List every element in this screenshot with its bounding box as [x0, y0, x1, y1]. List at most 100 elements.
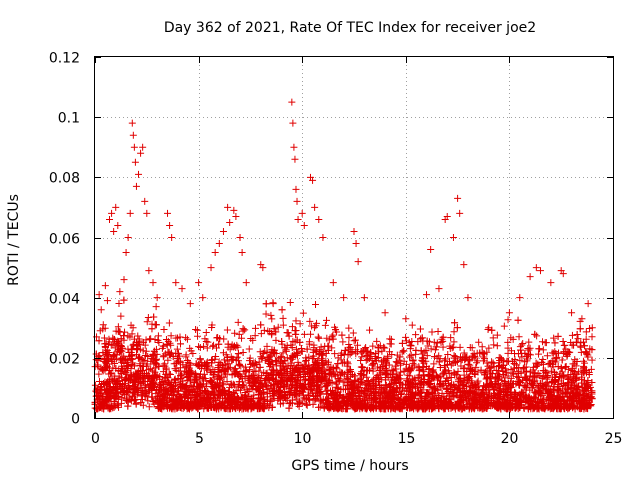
scatter-point-noise: [499, 368, 507, 376]
scatter-point-noise: [539, 356, 547, 364]
scatter-point-noise: [256, 348, 264, 356]
scatter-point-noise: [382, 381, 390, 389]
scatter-point-noise: [210, 374, 218, 382]
scatter-point-noise: [184, 357, 192, 365]
scatter-point-noise: [253, 360, 261, 368]
scatter-point-noise: [314, 333, 322, 341]
scatter-point-noise: [386, 370, 394, 378]
scatter-point-noise: [133, 344, 141, 352]
scatter-point-noise: [225, 360, 233, 368]
scatter-point-noise: [283, 354, 291, 362]
scatter-point-noise: [165, 370, 173, 378]
scatter-point-noise: [358, 353, 366, 361]
scatter-point-noise: [420, 368, 428, 376]
scatter-point-noise: [398, 339, 406, 347]
scatter-point-noise: [557, 390, 565, 398]
scatter-point-noise: [162, 335, 170, 343]
scatter-point-noise: [268, 315, 276, 323]
scatter-point-noise: [164, 402, 172, 410]
scatter-point-noise: [196, 343, 204, 351]
scatter-point-noise: [493, 331, 501, 339]
scatter-point-noise: [259, 404, 267, 412]
scatter-point-noise: [473, 359, 481, 367]
scatter-point-noise: [148, 375, 156, 383]
scatter-point-noise: [380, 355, 388, 363]
scatter-point-noise: [396, 403, 404, 411]
scatter-point-noise: [400, 401, 408, 409]
scatter-point-noise: [385, 390, 393, 398]
scatter-point-noise: [294, 358, 302, 366]
scatter-point-noise: [289, 353, 297, 361]
scatter-point-noise: [517, 346, 525, 354]
scatter-point-noise: [216, 335, 224, 343]
scatter-point-noise: [519, 339, 527, 347]
scatter-point-noise: [211, 355, 219, 363]
scatter-point-noise: [487, 402, 495, 410]
scatter-point-noise: [392, 365, 400, 373]
scatter-point-noise: [352, 404, 360, 412]
scatter-point-noise: [404, 387, 412, 395]
scatter-point-noise: [533, 398, 541, 406]
scatter-point-noise: [540, 404, 548, 412]
scatter-point-noise: [234, 357, 242, 365]
scatter-point-noise: [251, 332, 259, 340]
scatter-point-noise: [345, 334, 353, 342]
scatter-point-noise: [288, 399, 296, 407]
scatter-point-noise: [337, 386, 345, 394]
scatter-point-noise: [114, 323, 122, 331]
scatter-point-noise: [164, 374, 172, 382]
scatter-point-noise: [362, 391, 370, 399]
scatter-point-noise: [581, 342, 589, 350]
scatter-point-noise: [241, 326, 249, 334]
scatter-point-noise: [183, 335, 191, 343]
scatter-point-noise: [161, 386, 169, 394]
scatter-point-noise: [487, 364, 495, 372]
scatter-point-noise: [195, 343, 203, 351]
scatter-point-noise: [288, 374, 296, 382]
scatter-point-noise: [268, 329, 276, 337]
scatter-point-noise: [152, 303, 160, 311]
scatter-point-noise: [495, 372, 503, 380]
scatter-point-noise: [336, 391, 344, 399]
scatter-point-noise: [532, 359, 540, 367]
scatter-point-noise: [168, 383, 176, 391]
scatter-point-noise: [336, 403, 344, 411]
scatter-point-noise: [273, 386, 281, 394]
scatter-point-noise: [122, 369, 130, 377]
scatter-point-noise: [118, 347, 126, 355]
scatter-point-noise: [112, 386, 120, 394]
scatter-point-noise: [167, 332, 175, 340]
scatter-point-noise: [152, 321, 160, 329]
scatter-point-noise: [115, 392, 123, 400]
scatter-point-noise: [279, 321, 287, 329]
scatter-point-noise: [305, 395, 313, 403]
scatter-point-noise: [509, 370, 517, 378]
scatter-point-noise: [514, 316, 522, 324]
scatter-point-noise: [138, 396, 146, 404]
scatter-point-noise: [479, 353, 487, 361]
scatter-point-noise: [227, 380, 235, 388]
scatter-point-noise: [562, 350, 570, 358]
scatter-point-noise: [285, 332, 293, 340]
scatter-point-noise: [186, 377, 194, 385]
scatter-point-noise: [485, 379, 493, 387]
scatter-point-noise: [552, 358, 560, 366]
scatter-point-noise: [503, 404, 511, 412]
scatter-point-noise: [588, 379, 596, 387]
scatter-point-noise: [208, 321, 216, 329]
scatter-point-noise: [551, 376, 559, 384]
scatter-point-noise: [132, 370, 140, 378]
scatter-point-noise: [562, 362, 570, 370]
scatter-point-noise: [233, 394, 241, 402]
scatter-point-noise: [231, 389, 239, 397]
scatter-point-noise: [263, 348, 271, 356]
scatter-point-noise: [409, 356, 417, 364]
scatter-point-noise: [574, 335, 582, 343]
scatter-point-noise: [159, 342, 167, 350]
scatter-point-noise: [357, 356, 365, 364]
scatter-point-noise: [116, 356, 124, 364]
scatter-point-noise: [499, 382, 507, 390]
scatter-point-noise: [465, 373, 473, 381]
scatter-point-noise: [494, 389, 502, 397]
scatter-point-noise: [414, 373, 422, 381]
